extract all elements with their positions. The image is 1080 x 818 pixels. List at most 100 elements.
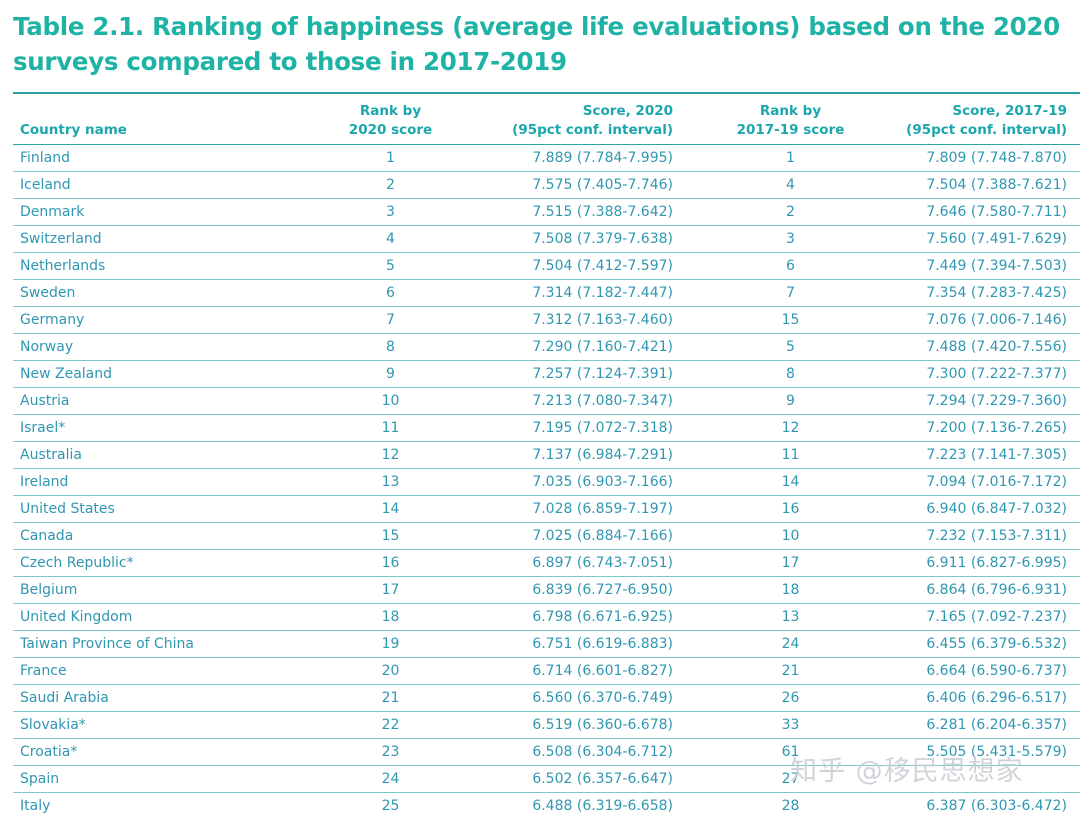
cell-country: Israel* bbox=[20, 420, 66, 436]
table-row: Austria 10 7.213 (7.080-7.347) 9 7.294 (7.22… bbox=[13, 388, 1080, 415]
cell-rank-2020: 12 bbox=[381, 447, 400, 463]
cell-rank-2017-19: 9 bbox=[786, 393, 795, 409]
cell-score-2017-19: 7.560 (7.491-7.629) bbox=[926, 231, 1067, 247]
table-row: Belgium 17 6.839 (6.727-6.950) 18 6.864 (6.7… bbox=[13, 577, 1080, 604]
table-row: Germany 7 7.312 (7.163-7.460) 15 7.076 (7.00… bbox=[13, 307, 1080, 334]
cell-rank-2020: 23 bbox=[381, 744, 400, 760]
cell-score-2020: 7.504 (7.412-7.597) bbox=[532, 258, 673, 274]
cell-score-2020: 7.035 (6.903-7.166) bbox=[532, 474, 673, 490]
cell-score-2020: 6.714 (6.601-6.827) bbox=[532, 663, 673, 679]
cell-score-2020: 7.137 (6.984-7.291) bbox=[532, 447, 673, 463]
cell-rank-2017-19: 12 bbox=[781, 420, 800, 436]
table-row: Italy 25 6.488 (6.319-6.658) 28 6.387 (6.303… bbox=[13, 793, 1080, 818]
cell-rank-2017-19: 1 bbox=[786, 150, 795, 166]
table-row: Netherlands 5 7.504 (7.412-7.597) 6 7.449 (7… bbox=[13, 253, 1080, 280]
header-rank-2020-line1: Rank by bbox=[359, 103, 422, 119]
table-row: Saudi Arabia 21 6.560 (6.370-6.749) 26 6.406… bbox=[13, 685, 1080, 712]
cell-score-2017-19: 6.406 (6.296-6.517) bbox=[926, 690, 1067, 706]
cell-score-2017-19: 6.387 (6.303-6.472) bbox=[926, 798, 1067, 814]
cell-rank-2017-19: 18 bbox=[781, 582, 800, 598]
cell-country: Belgium bbox=[20, 582, 78, 598]
cell-rank-2020: 8 bbox=[386, 339, 395, 355]
cell-rank-2017-19: 61 bbox=[781, 744, 800, 760]
cell-score-2017-19: 6.911 (6.827-6.995) bbox=[926, 555, 1067, 571]
cell-score-2020: 7.290 (7.160-7.421) bbox=[532, 339, 673, 355]
cell-score-2017-19: 6.281 (6.204-6.357) bbox=[926, 717, 1067, 733]
cell-score-2020: 6.560 (6.370-6.749) bbox=[532, 690, 673, 706]
cell-score-2017-19: 7.809 (7.748-7.870) bbox=[926, 150, 1067, 166]
table-row: United Kingdom 18 6.798 (6.671-6.925) 13 7.1… bbox=[13, 604, 1080, 631]
cell-country: United States bbox=[20, 501, 115, 517]
cell-country: Slovakia* bbox=[20, 717, 86, 733]
table-header: Country name Rank by 2020 score Score, 2… bbox=[13, 100, 1080, 144]
table-row: Spain 24 6.502 (6.357-6.647) 27 bbox=[13, 766, 1080, 793]
cell-score-2020: 6.897 (6.743-7.051) bbox=[532, 555, 673, 571]
table-row: Israel* 11 7.195 (7.072-7.318) 12 7.200 (7.1… bbox=[13, 415, 1080, 442]
table-row: Denmark 3 7.515 (7.388-7.642) 2 7.646 (7.580… bbox=[13, 199, 1080, 226]
cell-score-2020: 6.508 (6.304-6.712) bbox=[532, 744, 673, 760]
cell-score-2020: 7.575 (7.405-7.746) bbox=[532, 177, 673, 193]
top-rule bbox=[13, 92, 1080, 94]
cell-score-2017-19: 7.223 (7.141-7.305) bbox=[926, 447, 1067, 463]
cell-rank-2017-19: 17 bbox=[781, 555, 800, 571]
cell-rank-2020: 16 bbox=[381, 555, 400, 571]
table-row: Norway 8 7.290 (7.160-7.421) 5 7.488 (7.420-… bbox=[13, 334, 1080, 361]
cell-rank-2020: 2 bbox=[386, 177, 395, 193]
cell-score-2020: 6.751 (6.619-6.883) bbox=[532, 636, 673, 652]
cell-score-2017-19: 6.664 (6.590-6.737) bbox=[926, 663, 1067, 679]
cell-country: France bbox=[20, 663, 67, 679]
cell-rank-2020: 24 bbox=[381, 771, 400, 787]
cell-country: Canada bbox=[20, 528, 74, 544]
cell-rank-2020: 22 bbox=[381, 717, 400, 733]
cell-rank-2017-19: 8 bbox=[786, 366, 795, 382]
cell-rank-2020: 11 bbox=[381, 420, 400, 436]
cell-country: Italy bbox=[20, 798, 51, 814]
table-row: Croatia* 23 6.508 (6.304-6.712) 61 5.505 (5.… bbox=[13, 739, 1080, 766]
header-score-2017-19: Score, 2017-19 (95pct conf. interval) bbox=[863, 102, 1067, 140]
cell-rank-2017-19: 7 bbox=[786, 285, 795, 301]
table-row: France 20 6.714 (6.601-6.827) 21 6.664 (6.59… bbox=[13, 658, 1080, 685]
cell-score-2017-19: 6.455 (6.379-6.532) bbox=[926, 636, 1067, 652]
header-score-2020-line2: (95pct conf. interval) bbox=[512, 122, 673, 138]
cell-score-2017-19: 7.354 (7.283-7.425) bbox=[926, 285, 1067, 301]
cell-score-2020: 7.028 (6.859-7.197) bbox=[532, 501, 673, 517]
cell-score-2017-19: 7.165 (7.092-7.237) bbox=[926, 609, 1067, 625]
cell-score-2020: 7.257 (7.124-7.391) bbox=[532, 366, 673, 382]
header-rank-2017-19: Rank by 2017-19 score bbox=[723, 102, 858, 140]
cell-score-2017-19: 7.232 (7.153-7.311) bbox=[926, 528, 1067, 544]
header-rank-2020-line2: 2020 score bbox=[348, 122, 433, 138]
cell-score-2020: 6.488 (6.319-6.658) bbox=[532, 798, 673, 814]
cell-score-2020: 7.515 (7.388-7.642) bbox=[532, 204, 673, 220]
cell-rank-2020: 5 bbox=[386, 258, 395, 274]
table-title: Table 2.1. Ranking of happiness (average… bbox=[13, 12, 1060, 76]
cell-score-2017-19: 7.504 (7.388-7.621) bbox=[926, 177, 1067, 193]
table-row: Taiwan Province of China 19 6.751 (6.619-6… bbox=[13, 631, 1080, 658]
table-row: New Zealand 9 7.257 (7.124-7.391) 8 7.300 (7… bbox=[13, 361, 1080, 388]
cell-country: Sweden bbox=[20, 285, 76, 301]
cell-rank-2017-19: 6 bbox=[786, 258, 795, 274]
cell-rank-2017-19: 14 bbox=[781, 474, 800, 490]
cell-score-2020: 7.213 (7.080-7.347) bbox=[532, 393, 673, 409]
cell-country: New Zealand bbox=[20, 366, 112, 382]
table-row: Australia 12 7.137 (6.984-7.291) 11 7.223 (7… bbox=[13, 442, 1080, 469]
cell-rank-2020: 4 bbox=[386, 231, 395, 247]
cell-score-2017-19: 7.488 (7.420-7.556) bbox=[926, 339, 1067, 355]
cell-score-2020: 7.508 (7.379-7.638) bbox=[532, 231, 673, 247]
cell-score-2020: 6.502 (6.357-6.647) bbox=[532, 771, 673, 787]
table-row: Switzerland 4 7.508 (7.379-7.638) 3 7.560 (7… bbox=[13, 226, 1080, 253]
cell-rank-2017-19: 24 bbox=[781, 636, 800, 652]
cell-rank-2017-19: 13 bbox=[781, 609, 800, 625]
cell-rank-2017-19: 4 bbox=[786, 177, 795, 193]
table-row: Sweden 6 7.314 (7.182-7.447) 7 7.354 (7.283-… bbox=[13, 280, 1080, 307]
cell-score-2017-19: 7.076 (7.006-7.146) bbox=[926, 312, 1067, 328]
header-score-2020-line1: Score, 2020 bbox=[582, 103, 673, 119]
cell-country: Australia bbox=[20, 447, 82, 463]
header-rule bbox=[13, 144, 1080, 145]
cell-score-2020: 7.312 (7.163-7.460) bbox=[532, 312, 673, 328]
cell-score-2020: 6.798 (6.671-6.925) bbox=[532, 609, 673, 625]
cell-rank-2020: 21 bbox=[381, 690, 400, 706]
header-rank-2017-19-line1: Rank by bbox=[759, 103, 822, 119]
cell-country: Germany bbox=[20, 312, 85, 328]
watermark: 知乎 @移民思想家 bbox=[790, 756, 1024, 787]
header-rank-2020: Rank by 2020 score bbox=[323, 102, 458, 140]
